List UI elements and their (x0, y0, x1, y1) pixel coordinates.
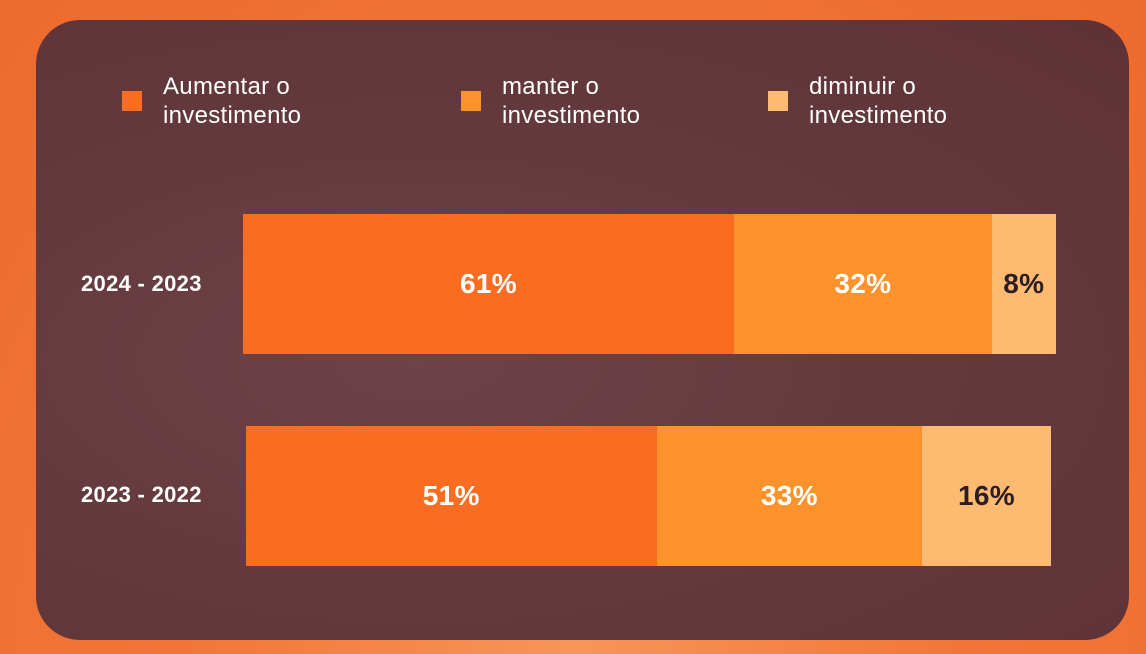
bar-segment-increase-2023-2022: 51% (246, 426, 657, 566)
bar-row-2024-2023: 61% 32% 8% (243, 214, 1056, 354)
bar-segment-increase-2024-2023: 61% (243, 214, 735, 354)
legend-label-increase: Aumentar o investimento (163, 73, 302, 129)
legend-item-maintain: manter o investimento (461, 72, 640, 130)
bar-segment-decrease-2023-2022: 16% (922, 426, 1051, 566)
legend-swatch-maintain (461, 91, 481, 111)
legend-swatch-increase (122, 91, 142, 111)
legend-swatch-decrease (768, 91, 788, 111)
data-label-maintain-2023-2022: 33% (760, 480, 818, 511)
data-label-maintain-2024-2023: 32% (834, 268, 892, 299)
data-label-decrease-2023-2022: 16% (958, 480, 1015, 511)
legend-item-increase: Aumentar o investimento (122, 72, 301, 130)
data-label-decrease-2024-2023: 8% (1003, 268, 1045, 299)
category-label-2023-2022: 2023 - 2022 (81, 482, 202, 507)
bar-row-2023-2022: 51% 33% 16% (246, 426, 1059, 566)
bar-segment-maintain-2024-2023: 32% (734, 214, 992, 354)
category-label-2024-2023: 2024 - 2023 (81, 271, 202, 296)
data-label-increase-2023-2022: 51% (422, 480, 480, 511)
bar-segment-maintain-2023-2022: 33% (656, 426, 923, 566)
legend-item-decrease: diminuir o investimento (768, 72, 947, 130)
legend-label-maintain: manter o investimento (502, 73, 641, 129)
data-label-increase-2024-2023: 61% (460, 268, 517, 299)
legend-label-decrease: diminuir o investimento (809, 73, 948, 129)
bar-segment-decrease-2024-2023: 8% (991, 214, 1056, 354)
